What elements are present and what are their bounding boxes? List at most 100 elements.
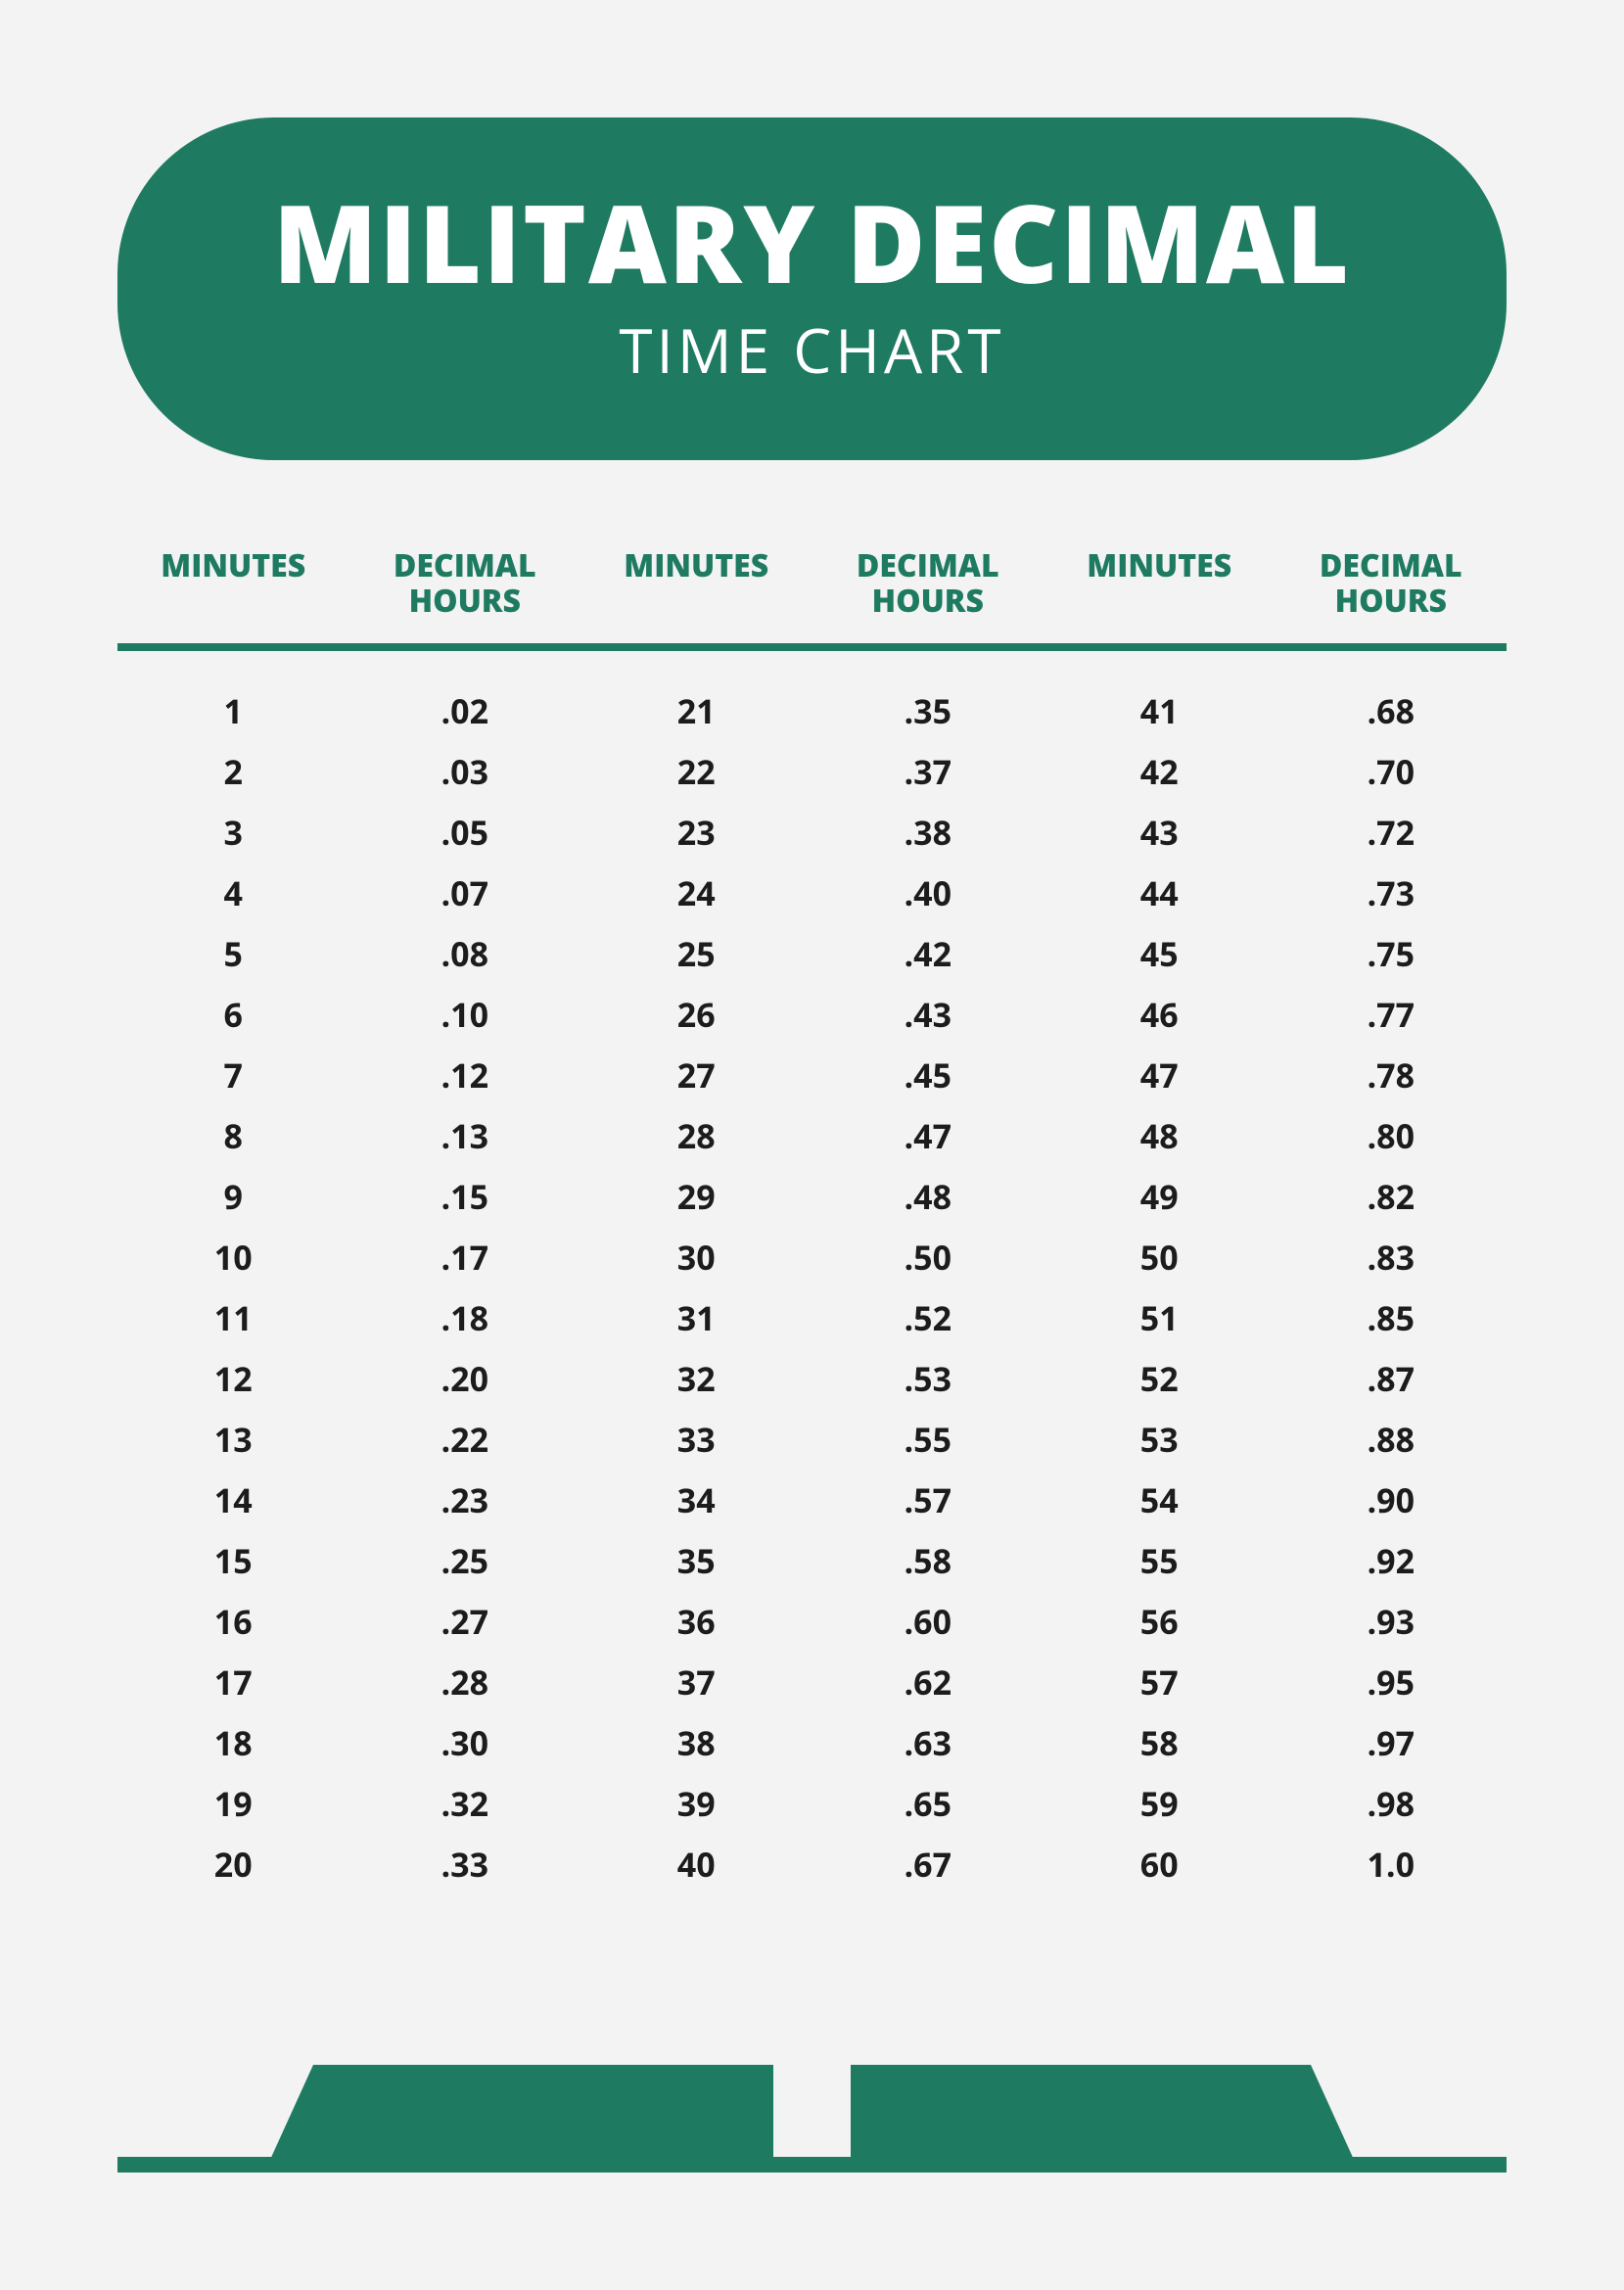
table-row: 18.3038.6358.97 xyxy=(117,1712,1507,1773)
table-cell: 21 xyxy=(580,694,812,727)
table-cell: 52 xyxy=(1044,1362,1276,1395)
table-cell: 41 xyxy=(1044,694,1276,727)
table-row: 7.1227.4547.78 xyxy=(117,1045,1507,1105)
table-header-cell: DECIMALHOURS xyxy=(812,548,1044,621)
table-row: 10.1730.5050.83 xyxy=(117,1227,1507,1287)
table-cell: .55 xyxy=(812,1423,1044,1456)
table-cell: .90 xyxy=(1276,1483,1508,1517)
table-cell: 23 xyxy=(580,816,812,849)
table-cell: .72 xyxy=(1276,816,1508,849)
table-cell: 7 xyxy=(117,1058,349,1092)
table-row: 8.1328.4748.80 xyxy=(117,1105,1507,1166)
table-cell: .73 xyxy=(1276,876,1508,910)
table-cell: 39 xyxy=(580,1787,812,1820)
table-cell: 37 xyxy=(580,1665,812,1699)
table-cell: .48 xyxy=(812,1180,1044,1213)
table-cell: 57 xyxy=(1044,1665,1276,1699)
table-row: 20.3340.67601.0 xyxy=(117,1834,1507,1894)
table-row: 3.0523.3843.72 xyxy=(117,802,1507,863)
table-cell: .15 xyxy=(349,1180,581,1213)
table-row: 19.3239.6559.98 xyxy=(117,1773,1507,1834)
table-cell: .07 xyxy=(349,876,581,910)
table-header-cell: MINUTES xyxy=(117,548,349,621)
table-cell: 55 xyxy=(1044,1544,1276,1577)
table-cell: .70 xyxy=(1276,755,1508,788)
table-cell: .95 xyxy=(1276,1665,1508,1699)
table-body: 1.0221.3541.682.0322.3742.703.0523.3843.… xyxy=(117,680,1507,1894)
table-row: 14.2334.5754.90 xyxy=(117,1470,1507,1530)
table-cell: 36 xyxy=(580,1605,812,1638)
table-cell: 16 xyxy=(117,1605,349,1638)
table-cell: 38 xyxy=(580,1726,812,1759)
table-row: 5.0825.4245.75 xyxy=(117,923,1507,984)
table-cell: 10 xyxy=(117,1240,349,1274)
table-cell: 22 xyxy=(580,755,812,788)
table-cell: .93 xyxy=(1276,1605,1508,1638)
table-cell: 24 xyxy=(580,876,812,910)
table-cell: 2 xyxy=(117,755,349,788)
table-cell: .42 xyxy=(812,937,1044,970)
table-cell: .98 xyxy=(1276,1787,1508,1820)
table-cell: .60 xyxy=(812,1605,1044,1638)
table-header-cell: DECIMALHOURS xyxy=(349,548,581,621)
table-row: 2.0322.3742.70 xyxy=(117,741,1507,802)
table-cell: 13 xyxy=(117,1423,349,1456)
table-cell: .13 xyxy=(349,1119,581,1152)
table-row: 12.2032.5352.87 xyxy=(117,1348,1507,1409)
table-cell: .43 xyxy=(812,998,1044,1031)
table-cell: .17 xyxy=(349,1240,581,1274)
table-cell: .02 xyxy=(349,694,581,727)
table-row: 17.2837.6257.95 xyxy=(117,1652,1507,1712)
table-cell: .18 xyxy=(349,1301,581,1334)
table-cell: 34 xyxy=(580,1483,812,1517)
table-cell: 45 xyxy=(1044,937,1276,970)
table-cell: .75 xyxy=(1276,937,1508,970)
table-cell: 19 xyxy=(117,1787,349,1820)
table-cell: 42 xyxy=(1044,755,1276,788)
table-row: 6.1026.4346.77 xyxy=(117,984,1507,1045)
table-cell: 4 xyxy=(117,876,349,910)
title-banner: MILITARY DECIMAL TIME CHART xyxy=(117,117,1507,460)
table-cell: .38 xyxy=(812,816,1044,849)
table-cell: 59 xyxy=(1044,1787,1276,1820)
table-cell: 58 xyxy=(1044,1726,1276,1759)
table-cell: 3 xyxy=(117,816,349,849)
footer-decoration xyxy=(117,2065,1507,2173)
table-cell: 6 xyxy=(117,998,349,1031)
title-main: MILITARY DECIMAL xyxy=(157,186,1467,300)
table-cell: .05 xyxy=(349,816,581,849)
table-cell: 11 xyxy=(117,1301,349,1334)
table-cell: 17 xyxy=(117,1665,349,1699)
table-header-cell: DECIMALHOURS xyxy=(1276,548,1508,621)
time-chart-table: MINUTESDECIMALHOURSMINUTESDECIMALHOURSMI… xyxy=(117,548,1507,1895)
table-cell: .88 xyxy=(1276,1423,1508,1456)
table-cell: .80 xyxy=(1276,1119,1508,1152)
table-cell: 35 xyxy=(580,1544,812,1577)
table-cell: 28 xyxy=(580,1119,812,1152)
table-cell: 54 xyxy=(1044,1483,1276,1517)
table-cell: .45 xyxy=(812,1058,1044,1092)
table-cell: 49 xyxy=(1044,1180,1276,1213)
table-cell: 25 xyxy=(580,937,812,970)
table-cell: 60 xyxy=(1044,1847,1276,1881)
table-row: 1.0221.3541.68 xyxy=(117,680,1507,741)
table-cell: .92 xyxy=(1276,1544,1508,1577)
table-cell: 32 xyxy=(580,1362,812,1395)
table-cell: .97 xyxy=(1276,1726,1508,1759)
table-cell: .37 xyxy=(812,755,1044,788)
table-header-cell: MINUTES xyxy=(580,548,812,621)
table-cell: 48 xyxy=(1044,1119,1276,1152)
table-cell: 53 xyxy=(1044,1423,1276,1456)
table-cell: .67 xyxy=(812,1847,1044,1881)
table-cell: 40 xyxy=(580,1847,812,1881)
table-row: 4.0724.4044.73 xyxy=(117,863,1507,923)
table-cell: .27 xyxy=(349,1605,581,1638)
table-row: 11.1831.5251.85 xyxy=(117,1287,1507,1348)
table-cell: 9 xyxy=(117,1180,349,1213)
table-cell: .58 xyxy=(812,1544,1044,1577)
table-cell: .08 xyxy=(349,937,581,970)
table-header-row: MINUTESDECIMALHOURSMINUTESDECIMALHOURSMI… xyxy=(117,548,1507,652)
title-sub: TIME CHART xyxy=(157,309,1467,392)
table-cell: .23 xyxy=(349,1483,581,1517)
table-cell: .52 xyxy=(812,1301,1044,1334)
